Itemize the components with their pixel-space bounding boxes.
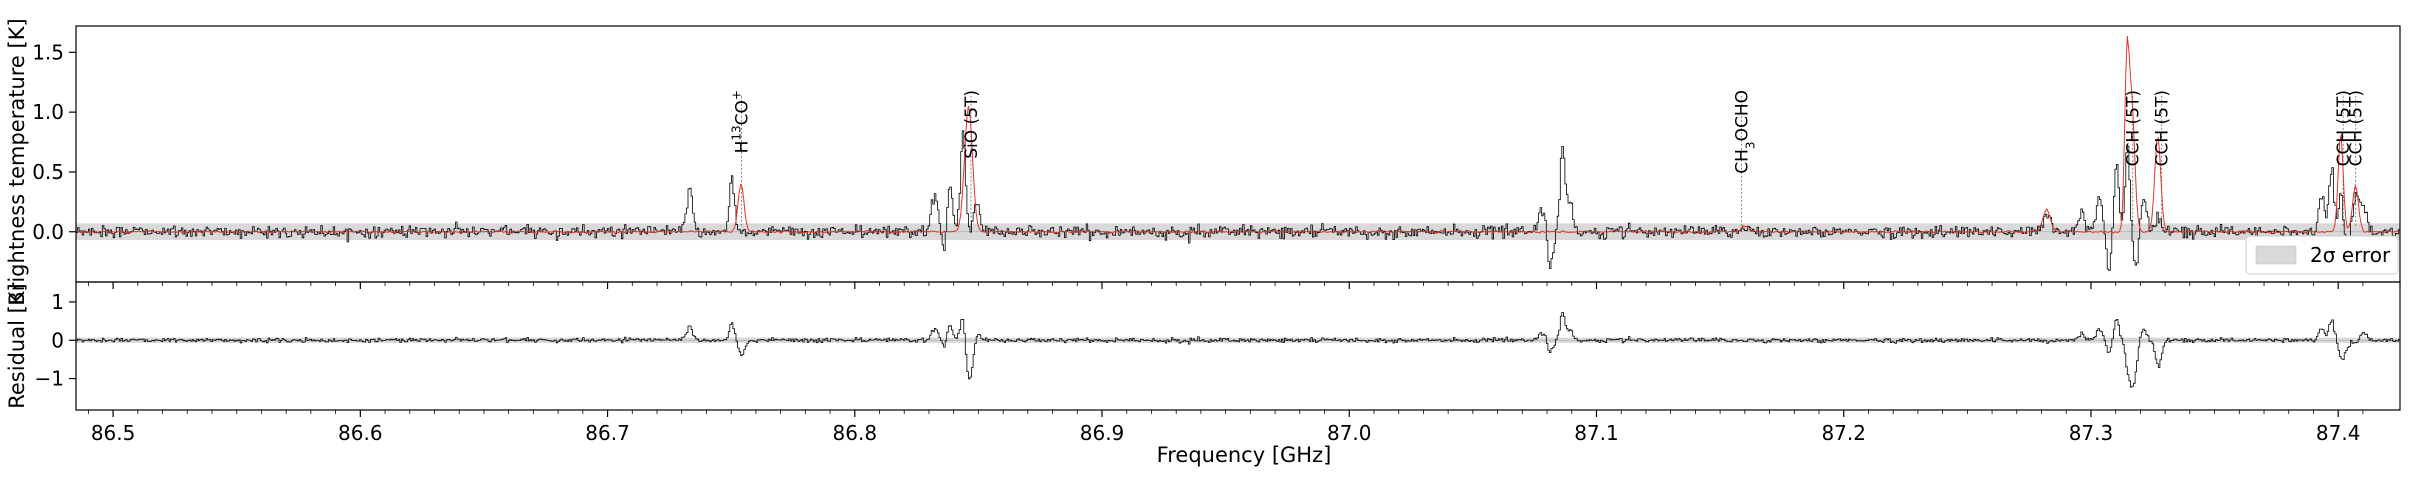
residual-y-tick-label: 0 <box>51 328 64 352</box>
x-tick-label: 86.7 <box>585 421 630 445</box>
spectrum-frame <box>75 25 2401 283</box>
line-id-label: H13CO+ <box>730 90 753 153</box>
spectrum-y-axis-title: Brightness temperature [K] <box>5 18 29 305</box>
residual-y-tick-label: 1 <box>51 290 64 314</box>
series-observed <box>76 130 2400 271</box>
x-tick-label: 87.1 <box>1574 421 1619 445</box>
spectrum-y-tick-label: 0.0 <box>32 220 64 244</box>
legend-frame <box>2245 235 2399 275</box>
line-id-label: CCH (5T) <box>2347 90 2367 166</box>
series-residual <box>76 312 2400 388</box>
line-id-label: SiO (5T) <box>962 90 982 159</box>
spectrum-y-tick-label: 0.5 <box>32 160 64 184</box>
spectrum-panel: 0.0 0.5 1.0 1.5 H13CO+ SiO (5T) CH3OCHO CCH (5T… <box>32 25 2401 283</box>
line-id-label: CCH (5T) <box>2334 90 2354 166</box>
line-id-label: CH3OCHO <box>1732 90 1757 174</box>
legend-swatch-error-band <box>2255 245 2297 265</box>
spectrum-y-tick-label: 1.0 <box>32 100 64 124</box>
line-id-label: CCH (5T) <box>2124 90 2144 166</box>
x-axis-title: Frequency [GHz] <box>1157 443 1332 467</box>
spectrum-y-tick-label: 1.5 <box>32 40 64 64</box>
legend-entry-label: 2σ error <box>2310 243 2391 267</box>
residual-y-axis-title: Residual [K] <box>5 283 29 409</box>
x-tick-label: 86.6 <box>338 421 383 445</box>
x-tick-label: 87.4 <box>2316 421 2361 445</box>
x-tick-label: 87.3 <box>2069 421 2114 445</box>
x-tick-label: 87.0 <box>1327 421 1372 445</box>
x-tick-label: 86.5 <box>91 421 136 445</box>
x-axis: 86.5 86.6 86.7 86.8 86.9 87.0 87.1 87.2 87.3 87.4 <box>87 282 2364 445</box>
residual-panel: 1 0 −1 <box>35 281 2401 411</box>
x-tick-label: 87.2 <box>1821 421 1866 445</box>
line-id-label: CCH (5T) <box>2153 90 2173 166</box>
series-model <box>76 35 2400 235</box>
legend: 2σ error <box>2245 235 2399 275</box>
residual-y-tick-label: −1 <box>35 367 64 391</box>
x-tick-label: 86.8 <box>833 421 878 445</box>
residual-frame <box>75 281 2401 411</box>
x-tick-label: 86.9 <box>1080 421 1125 445</box>
